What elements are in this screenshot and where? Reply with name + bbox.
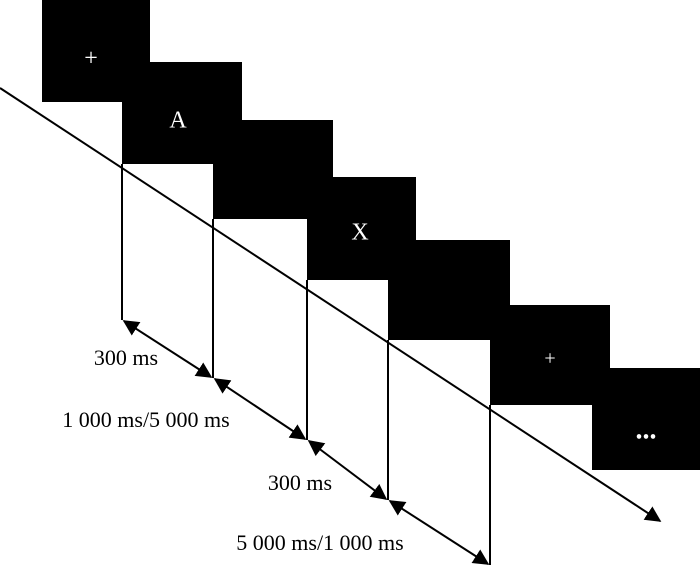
timeline [0, 87, 662, 522]
interval-arrow [388, 500, 490, 565]
screen [490, 305, 610, 405]
screen-label: X [351, 220, 368, 246]
screen-label: A [169, 108, 187, 134]
screen-label: ... [636, 414, 657, 445]
screen-label: + [544, 348, 555, 370]
duration-label: 5 000 ms/1 000 ms [236, 530, 403, 555]
screen-label: + [84, 46, 98, 72]
interval-arrow [122, 320, 213, 378]
interval-arrow [213, 378, 307, 440]
duration-label: 300 ms [94, 345, 158, 370]
duration-label: 1 000 ms/5 000 ms [62, 407, 229, 432]
screen [592, 368, 700, 470]
interval-arrow [307, 440, 388, 500]
duration-label: 300 ms [268, 470, 332, 495]
screen [388, 240, 510, 340]
